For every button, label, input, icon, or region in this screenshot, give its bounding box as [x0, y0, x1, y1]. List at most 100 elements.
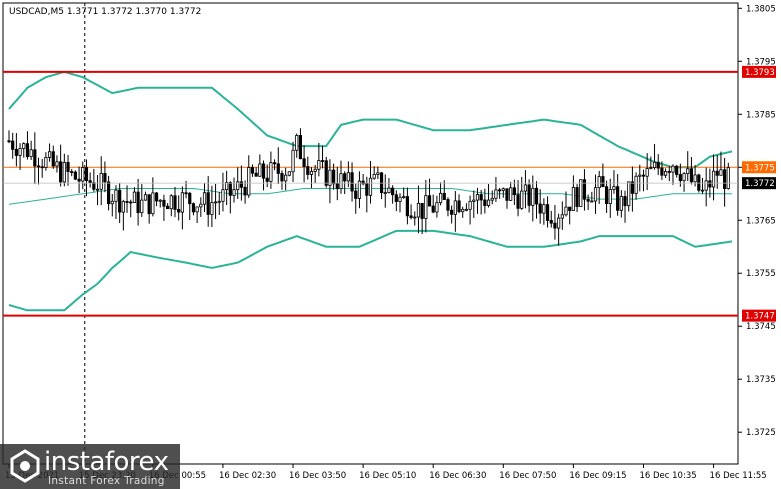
x-tick-label: 16 Dec 09:15	[569, 471, 626, 481]
candle-body	[623, 196, 627, 207]
candle-body	[479, 194, 483, 201]
candle-body	[394, 194, 398, 202]
candle-body	[121, 201, 125, 213]
y-tick-label: 1.3785	[746, 110, 776, 120]
candle-body	[59, 161, 63, 183]
candle-body	[726, 167, 730, 189]
candle-body	[516, 194, 520, 209]
candle-body	[177, 209, 181, 213]
candle-body	[438, 192, 443, 204]
x-tick-label: 16 Dec 10:35	[639, 471, 696, 481]
candle-body	[678, 174, 682, 182]
candle-body	[18, 148, 22, 156]
candle-body	[350, 172, 354, 192]
candle-body	[560, 214, 564, 219]
candle-body	[450, 209, 454, 215]
candle-body	[199, 203, 203, 208]
candle-body	[498, 189, 502, 192]
candle-body	[272, 162, 277, 165]
candle-body	[66, 161, 70, 173]
candle-body	[265, 177, 269, 182]
candle-body	[92, 182, 96, 190]
candle-body	[383, 192, 387, 194]
candle-body	[169, 195, 173, 210]
candle-body	[501, 188, 505, 191]
candle-body	[475, 194, 480, 201]
candle-body	[612, 186, 616, 190]
y-tick-label: 1.3725	[746, 428, 776, 438]
level-price-tag-bg	[742, 65, 776, 78]
instaforex-watermark: instaforex Instant Forex Trading	[0, 444, 180, 489]
candle-body	[420, 202, 424, 219]
candle-body	[619, 196, 623, 211]
candle-body	[457, 200, 461, 213]
candle-body	[47, 151, 52, 158]
candle-body	[154, 192, 159, 202]
candle-body	[494, 189, 498, 199]
candle-body	[162, 199, 166, 207]
x-tick-label: 16 Dec 06:30	[429, 471, 486, 481]
candle-body	[446, 199, 450, 211]
candle-body	[129, 201, 133, 204]
candle-body	[557, 217, 561, 229]
candle-body	[328, 169, 332, 186]
candle-body	[604, 186, 609, 204]
candle-body	[291, 149, 295, 173]
candle-body	[339, 173, 343, 190]
candle-body	[660, 167, 664, 176]
y-tick-label: 1.3745	[746, 322, 776, 332]
candle-body	[202, 192, 207, 205]
candle-body	[490, 197, 494, 201]
candle-body	[346, 172, 350, 182]
candle-body	[95, 188, 100, 191]
candle-body	[453, 200, 457, 215]
candle-body	[55, 161, 59, 167]
plot-frame	[2, 2, 739, 465]
candle-body	[593, 187, 598, 202]
candle-body	[180, 192, 184, 213]
candle-body	[527, 184, 531, 206]
x-tick-label: 16 Dec 03:50	[289, 471, 346, 481]
candle-body	[686, 168, 690, 175]
candle-body	[509, 187, 513, 201]
candle-body	[103, 173, 107, 183]
candle-body	[667, 171, 671, 173]
candle-body	[391, 187, 395, 196]
candle-body	[36, 165, 41, 168]
candle-body	[711, 170, 716, 188]
candle-body	[413, 216, 417, 219]
instaforex-logo-icon	[10, 449, 40, 483]
candle-body	[210, 202, 214, 215]
candle-body	[221, 189, 225, 202]
candle-body	[601, 176, 605, 188]
candle-body	[538, 203, 542, 214]
candle-body	[217, 200, 221, 203]
candle-body	[158, 199, 162, 202]
candle-body	[51, 151, 55, 167]
candle-body	[505, 188, 509, 201]
candle-body	[254, 172, 258, 177]
candle-body	[191, 203, 196, 213]
candle-body	[14, 148, 18, 156]
candle-body	[188, 192, 192, 205]
candle-body	[641, 174, 646, 177]
candle-body	[173, 195, 177, 210]
candle-body	[424, 195, 428, 219]
candle-body	[335, 183, 339, 190]
candle-body	[195, 206, 199, 213]
candle-body	[284, 174, 288, 182]
logo-name: instaforex	[44, 447, 169, 477]
candle-body	[295, 135, 299, 151]
candle-body	[309, 170, 314, 175]
candle-body	[387, 187, 391, 193]
candle-body	[114, 189, 118, 202]
candle-body	[664, 171, 668, 176]
x-tick-label: 16 Dec 11:55	[710, 471, 767, 481]
candle-body	[704, 180, 708, 191]
candle-body	[184, 192, 188, 195]
candle-body	[723, 169, 727, 189]
candle-body	[483, 199, 487, 206]
candle-body	[542, 204, 546, 214]
candle-body	[652, 161, 657, 169]
candle-body	[298, 135, 303, 160]
